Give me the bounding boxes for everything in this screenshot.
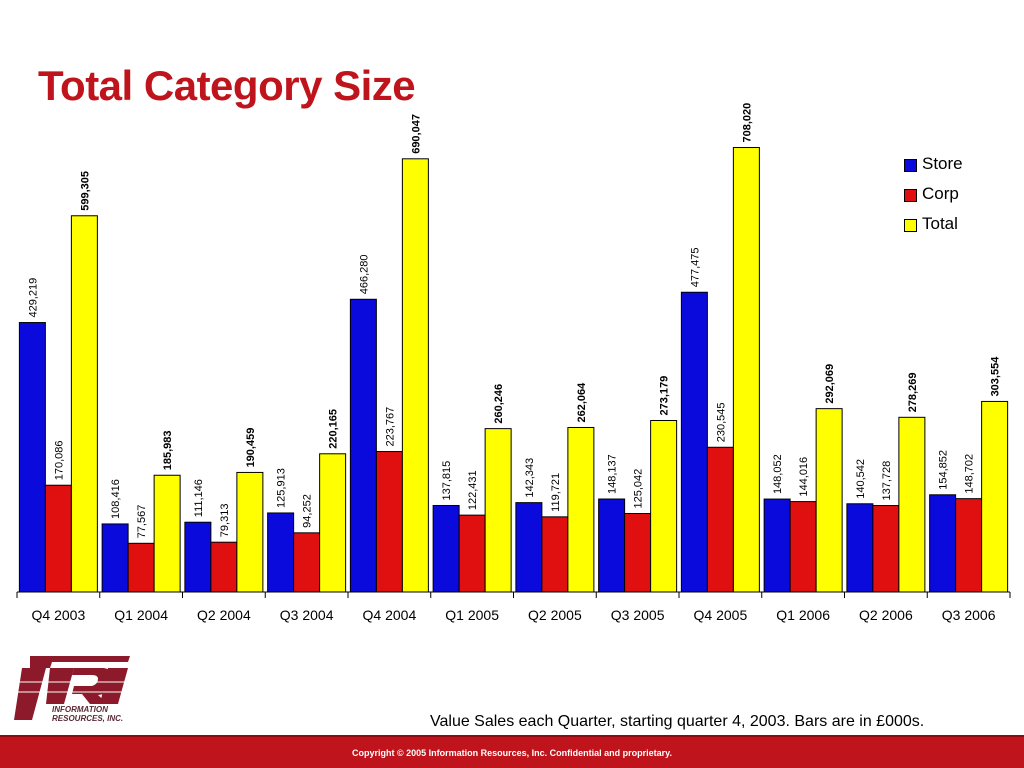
footer-bar: Copyright © 2005 Information Resources, …: [0, 735, 1024, 768]
x-tick-label: Q3 2005: [611, 607, 665, 623]
bar-corp: [293, 532, 321, 593]
data-label-store: 125,913: [276, 468, 288, 508]
bar-corp: [210, 541, 238, 593]
data-label-total: 278,269: [907, 373, 919, 413]
bar-total: [153, 474, 181, 593]
legend-label-corp: Corp: [922, 184, 959, 203]
data-label-store: 140,542: [855, 459, 867, 499]
bar-store: [598, 498, 626, 593]
logo-tagline: INFORMATION RESOURCES, INC.: [52, 705, 124, 723]
bar-corp: [872, 505, 900, 593]
data-label-total: 599,305: [79, 171, 91, 211]
data-label-total: 292,069: [824, 364, 836, 404]
data-label-total: 262,064: [576, 382, 588, 423]
x-tick-label: Q3 2006: [942, 607, 996, 623]
x-tick-label: Q1 2006: [776, 607, 830, 623]
data-label-total: 185,983: [162, 430, 174, 470]
bar-corp: [706, 446, 734, 593]
data-label-corp: 223,767: [384, 407, 396, 447]
bar-store: [184, 521, 212, 593]
bar-total: [898, 416, 926, 593]
data-label-total: 220,165: [328, 409, 340, 449]
x-tick-label: Q4 2005: [694, 607, 748, 623]
x-tick-label: Q1 2005: [445, 607, 499, 623]
data-label-corp: 94,252: [302, 494, 314, 528]
bar-total: [981, 400, 1009, 593]
data-label-corp: 137,728: [881, 461, 893, 501]
data-label-total: 190,459: [245, 428, 257, 468]
data-label-total: 303,554: [990, 356, 1002, 397]
data-label-store: 466,280: [358, 255, 370, 295]
bar-corp: [44, 484, 72, 593]
bar-corp: [789, 501, 817, 593]
bar-corp: [375, 451, 403, 593]
bar-total: [484, 428, 512, 593]
bar-total: [401, 158, 429, 593]
data-label-store: 142,343: [524, 458, 536, 498]
data-label-corp: 230,545: [715, 403, 727, 443]
bar-total: [70, 215, 98, 593]
data-label-store: 108,416: [110, 479, 122, 519]
x-tick-label: Q4 2004: [363, 607, 417, 623]
bar-corp: [955, 498, 983, 593]
bar-store: [101, 523, 129, 593]
legend-swatch-corp: [904, 189, 917, 202]
bar-corp: [541, 516, 569, 593]
x-tick-label: Q2 2005: [528, 607, 582, 623]
data-label-store: 137,815: [441, 461, 453, 501]
legend-swatch-store: [904, 159, 917, 172]
bar-store: [432, 504, 460, 593]
x-tick-label: Q3 2004: [280, 607, 334, 623]
bar-store: [18, 322, 46, 593]
data-label-total: 708,020: [741, 103, 753, 143]
data-label-store: 148,137: [607, 454, 619, 494]
bar-corp: [458, 514, 486, 593]
bar-store: [846, 503, 874, 593]
bar-total: [567, 426, 595, 593]
x-tick-label: Q2 2004: [197, 607, 251, 623]
bar-total: [236, 471, 264, 593]
legend-swatch-total: [904, 219, 917, 232]
x-tick-label: Q1 2004: [114, 607, 168, 623]
legend-label-store: Store: [922, 154, 963, 173]
bar-store: [680, 291, 708, 593]
bar-total: [815, 408, 843, 593]
data-label-total: 690,047: [410, 114, 422, 154]
data-label-corp: 119,721: [550, 473, 562, 512]
chart-caption: Value Sales each Quarter, starting quart…: [430, 713, 925, 730]
data-label-corp: 125,042: [633, 469, 645, 509]
data-label-store: 111,146: [193, 479, 205, 517]
bar-total: [732, 147, 760, 593]
bar-total: [319, 453, 347, 593]
bar-store: [267, 512, 295, 593]
x-tick-label: Q2 2006: [859, 607, 913, 623]
data-label-corp: 148,702: [964, 454, 976, 494]
bar-corp: [127, 542, 155, 593]
slide-title: Total Category Size: [38, 62, 416, 109]
bar-corp: [624, 513, 652, 593]
bar-store: [763, 498, 791, 593]
data-label-total: 260,246: [493, 384, 505, 424]
data-label-corp: 122,431: [467, 470, 479, 510]
data-label-corp: 77,567: [136, 505, 148, 539]
data-label-store: 148,052: [772, 454, 784, 494]
bar-store: [929, 494, 957, 593]
data-label-store: 429,219: [27, 278, 39, 318]
data-label-corp: 144,016: [798, 457, 810, 497]
data-label-corp: 170,086: [53, 440, 65, 480]
bar-total: [650, 420, 678, 593]
data-label-store: 154,852: [938, 450, 950, 490]
data-label-total: 273,179: [659, 376, 671, 416]
bar-chart: Q4 2003 429,219 170,086 599,305 Q1 2004 108,4…: [16, 103, 1011, 623]
x-tick-label: Q4 2003: [32, 607, 86, 623]
bar-store: [349, 298, 377, 593]
iri-logo: [14, 656, 130, 720]
bar-store: [515, 502, 543, 593]
copyright-text: Copyright © 2005 Information Resources, …: [351, 748, 673, 758]
data-label-corp: 79,313: [219, 504, 231, 538]
legend-label-total: Total: [922, 214, 958, 233]
data-label-store: 477,475: [689, 247, 701, 287]
